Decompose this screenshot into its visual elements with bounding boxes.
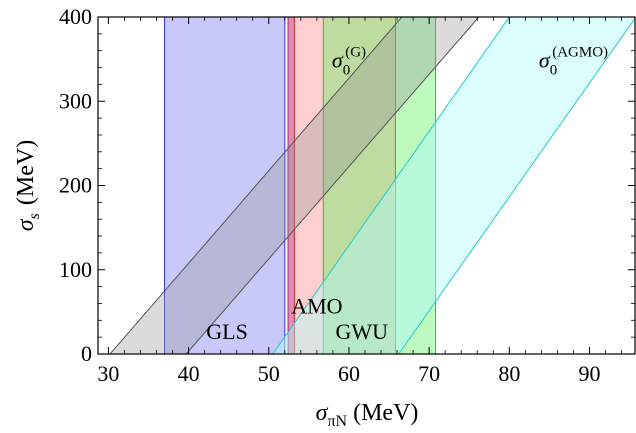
vertical-band-overlap-2 xyxy=(294,17,396,354)
x-axis-title: σπN (MeV) xyxy=(316,400,419,430)
bands-layer xyxy=(109,17,636,354)
diagonal-band-1 xyxy=(272,17,636,354)
band-label-0: GLS xyxy=(206,319,248,344)
diagonal-band-edge-0-0 xyxy=(109,17,403,354)
diagonal-band-0 xyxy=(110,17,479,354)
x-tick-label: 80 xyxy=(498,361,520,386)
vertical-band-gwu xyxy=(323,17,436,354)
y-axis-title: σs(MeV) xyxy=(13,140,43,231)
vertical-band-gls xyxy=(164,17,285,354)
y-tick-label: 400 xyxy=(59,4,92,29)
y-tick-label: 200 xyxy=(59,173,92,198)
diagonal-band-edge-1-0 xyxy=(272,17,510,354)
x-tick-label: 70 xyxy=(418,361,440,386)
x-tick-label: 30 xyxy=(97,361,119,386)
band-label-2: GWU xyxy=(336,319,389,344)
x-tick-label: 90 xyxy=(578,361,600,386)
x-tick-label: 50 xyxy=(258,361,280,386)
x-tick-label: 60 xyxy=(338,361,360,386)
y-tick-label: 0 xyxy=(81,341,92,366)
diagonal-band-edge-0-1 xyxy=(185,17,480,354)
y-tick-label: 300 xyxy=(59,88,92,113)
diagonal-band-edge-1-1 xyxy=(398,17,636,354)
band-label-3: σ0(G) xyxy=(332,45,366,79)
vertical-band-amo xyxy=(288,17,295,354)
ticks-layer: 30 40 50 60 70 80 90 0 100 200 300 400 xyxy=(59,4,635,386)
y-tick-label: 100 xyxy=(59,257,92,282)
band-label-4: σ0(AGMO) xyxy=(539,45,608,79)
band-label-1: AMO xyxy=(291,294,342,319)
x-tick-label: 40 xyxy=(178,361,200,386)
